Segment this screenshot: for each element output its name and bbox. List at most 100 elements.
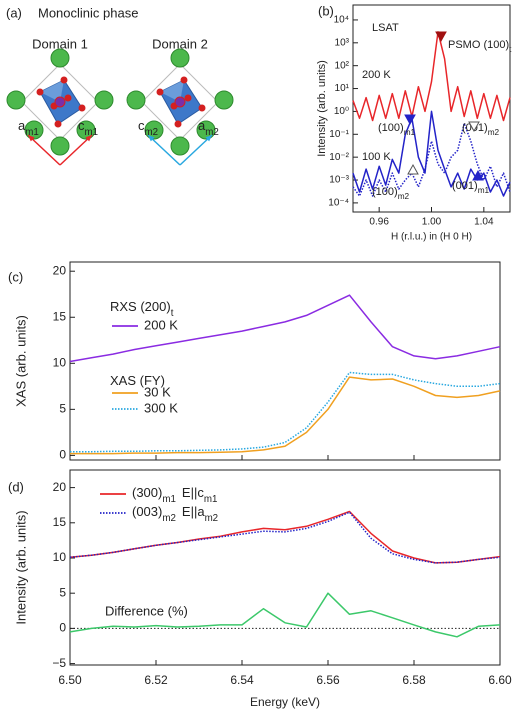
oxygen-atom [60,76,68,84]
octahedron-face [40,80,64,102]
legend-label: 300 K [144,400,178,415]
oxygen-atom [78,104,86,112]
peak-marker [435,31,447,43]
text-part: (300) [132,485,162,500]
subscript: m2 [398,192,410,201]
y-axis-label: XAS (arb. units) [13,315,28,407]
y-tick-label: 10² [335,60,350,71]
oxygen-atom [64,94,72,102]
subscript: t [171,308,174,319]
annotation: XAS (FY) [110,373,165,388]
subscript: m2 [145,127,159,138]
a-site-atom [126,90,146,110]
data-line [70,376,501,455]
axis-arrow [179,134,213,166]
text-part: PSMO (100) [448,39,509,51]
annotation: LSAT [372,22,399,34]
axis-label: cm2 [138,118,158,138]
peak-marker [468,121,480,133]
x-tick-label: 1.04 [474,217,494,228]
panel-label: (c) [8,269,23,284]
oxygen-atom [174,120,182,128]
subscript: m2 [162,513,176,524]
subscript: m1 [478,186,490,195]
y-tick-label: 10¹ [335,83,350,94]
legend-label: 100 K [362,151,391,163]
domain-label: Domain 1 [32,36,88,51]
y-tick-label: 10 [53,355,67,369]
x-tick-label: 6.54 [230,673,254,687]
axis-label: cm1 [78,118,98,138]
y-tick-label: 10³ [335,37,350,48]
legend-label: 200 K [362,69,391,81]
a-site-atom [50,136,70,156]
arrow-head [148,135,155,142]
data-line [352,110,511,197]
axis-arrow [59,134,93,166]
b-site-atom [54,96,66,108]
x-tick-label: 6.58 [402,673,426,687]
oxygen-atom [36,88,44,96]
a-site-atom [170,48,190,68]
a-site-atom [94,90,114,110]
subscript: m2 [488,128,500,137]
subscript: t [509,45,512,54]
y-tick-label: 0 [59,448,66,462]
panel-label: (d) [8,479,24,494]
octahedron-face [160,80,184,102]
text-part: LSAT [372,22,399,34]
annotation: (100)m2 [372,186,410,201]
data-line [352,31,511,122]
data-line [69,294,501,363]
text-part: (003) [132,504,162,519]
y-tick-label: 20 [53,263,67,277]
data-line [69,511,501,564]
text-part: E||c [182,485,204,500]
axis-arrow [27,134,61,166]
x-tick-label: 6.60 [488,673,512,687]
annotation: PSMO (100)t [448,39,512,54]
y-tick-label: 10⁰ [334,106,349,117]
text-part: (100) [372,186,398,198]
axis-label: am2 [198,118,219,138]
subscript: m1 [204,494,218,505]
text-part: a [198,118,206,133]
data-line [69,592,501,638]
peak-marker [407,163,419,175]
text-part: c [78,118,85,133]
subscript: m1 [85,127,99,138]
annotation: (100)m1 [378,122,416,137]
arrow-head [28,135,35,142]
legend-label: (003)m2 E||am2 [132,504,218,524]
y-tick-label: 10⁻⁴ [328,198,349,209]
x-tick-label: 6.56 [316,673,340,687]
legend-label: Difference (%) [105,603,188,618]
text-part: c [138,118,145,133]
y-tick-label: −5 [52,656,66,670]
axis-arrow [147,134,181,166]
y-tick-label: 10⁴ [334,15,349,26]
y-tick-label: 10⁻³ [329,175,349,186]
subscript: m2 [205,513,219,524]
y-tick-label: 15 [53,515,67,529]
annotation: (001)m1 [452,180,490,195]
subscript: m1 [162,494,176,505]
oxygen-atom [156,88,164,96]
y-tick-label: 10⁻² [329,152,349,163]
plot-frame [69,469,501,666]
plot-frame [69,261,501,461]
y-tick-label: 10⁻¹ [329,129,349,140]
text-part: a [18,118,26,133]
y-tick-label: 5 [59,402,66,416]
oxygen-atom [198,104,206,112]
a-site-atom [50,48,70,68]
a-site-atom [6,90,26,110]
subscript: m2 [205,127,219,138]
y-tick-label: 10 [53,550,67,564]
text-part: (001) [452,180,478,192]
axis-label: am1 [18,118,39,138]
arrow-head [85,135,92,142]
legend-label: 30 K [144,384,171,399]
y-tick-label: 15 [53,309,67,323]
